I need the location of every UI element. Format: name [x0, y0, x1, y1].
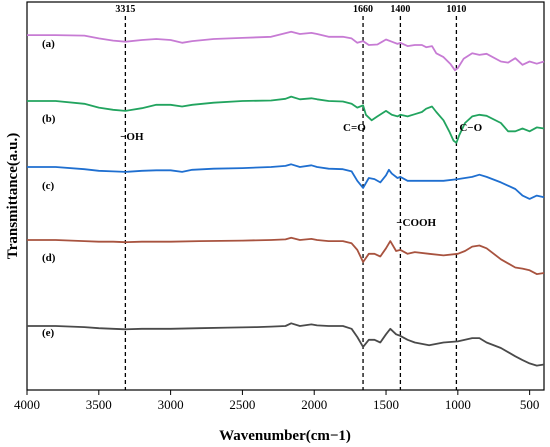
x-tick-label-2000: 2000 — [301, 397, 327, 412]
reference-lines: 3315 1660 1400 1010 — [115, 4, 466, 390]
reference-label-1400: 1400 — [390, 4, 410, 15]
series-label-a: (a) — [42, 38, 55, 50]
x-tick-label-3500: 3500 — [86, 397, 112, 412]
annotations: −OH C=O −COOH C−O — [120, 122, 482, 229]
x-axis-label: Wavenumber(cm−1) — [219, 428, 351, 444]
x-tick-label-4000: 4000 — [14, 397, 40, 412]
x-tick-label-3000: 3000 — [158, 397, 184, 412]
series-line-e — [27, 322, 545, 367]
series-line-c — [27, 163, 545, 200]
x-tick-label-1500: 1500 — [373, 397, 399, 412]
x-tick-label-1000: 1000 — [445, 397, 471, 412]
series-label-b: (b) — [42, 113, 56, 125]
series-label-c: (c) — [42, 180, 55, 192]
annotation-3: C−O — [459, 122, 482, 134]
y-axis-label: Transmittance(a.u.) — [5, 133, 21, 259]
series-label-d: (d) — [42, 252, 56, 264]
series-labels: (a) (b) (c) (d) (e) — [42, 38, 56, 339]
reference-label-1660: 1660 — [353, 4, 373, 15]
series-layer — [27, 30, 545, 367]
annotation-2: −COOH — [396, 217, 436, 229]
series-label-e: (e) — [42, 327, 55, 339]
series-line-d — [27, 236, 545, 275]
annotation-1: C=O — [343, 122, 366, 134]
reference-label-1010: 1010 — [446, 4, 466, 15]
reference-label-3315: 3315 — [115, 4, 135, 15]
plot-frame — [26, 1, 545, 391]
series-line-b — [27, 95, 545, 144]
annotation-0: −OH — [120, 131, 144, 143]
x-tick-label-500: 500 — [520, 397, 540, 412]
x-tick-label-2500: 2500 — [229, 397, 255, 412]
series-line-a — [27, 30, 545, 72]
x-axis: 4000 3500 3000 2500 2000 1500 1000 500 — [14, 390, 539, 412]
